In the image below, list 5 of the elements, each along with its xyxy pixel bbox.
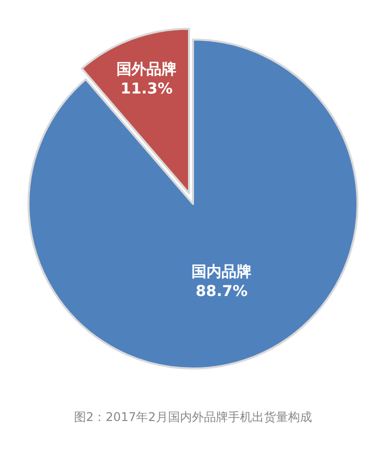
- caption: 图2：2017年2月国内外品牌手机出货量构成: [74, 410, 312, 424]
- slice-label: 国外品牌: [116, 60, 177, 78]
- data-label: 11.3%: [120, 80, 173, 98]
- data-label: 88.7%: [196, 282, 248, 300]
- slice-label: 国内品牌: [192, 262, 252, 280]
